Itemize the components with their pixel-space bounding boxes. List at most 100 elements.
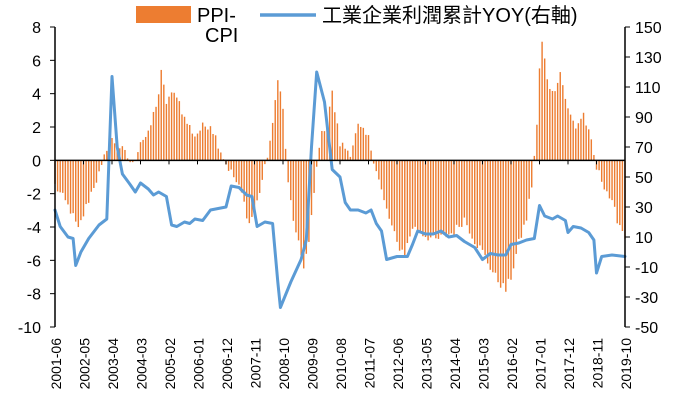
bar — [147, 130, 149, 161]
legend: PPI- CPI 工業企業利潤累計YOY(右軸) — [136, 4, 578, 47]
bar — [191, 133, 194, 161]
bar — [204, 126, 206, 161]
bar — [458, 160, 460, 227]
bar — [321, 130, 323, 161]
bar — [67, 160, 69, 205]
bar — [468, 160, 471, 234]
bar — [277, 80, 279, 161]
bar — [201, 122, 204, 161]
bar — [616, 160, 618, 224]
x-tick-label: 2007-11 — [248, 338, 264, 389]
left-tick-label: -10 — [18, 320, 41, 337]
bar — [533, 155, 536, 161]
bar — [567, 108, 569, 161]
x-tick-label: 2001-06 — [48, 338, 64, 390]
bar — [59, 160, 61, 193]
bar — [194, 136, 196, 161]
bar — [240, 160, 243, 193]
x-tick-label: 2002-05 — [77, 338, 93, 390]
bar — [103, 154, 105, 161]
bar — [575, 128, 577, 161]
bar — [445, 160, 447, 238]
right-tick-label: -10 — [635, 260, 658, 277]
bar — [233, 160, 235, 178]
bar — [56, 160, 59, 192]
x-tick-label: 2006-12 — [219, 338, 235, 390]
bar — [279, 91, 282, 161]
bar — [450, 160, 453, 234]
bar — [181, 114, 183, 161]
bar — [282, 108, 284, 161]
x-tick-label: 2008-10 — [276, 338, 292, 390]
x-tick-label: 2003-04 — [105, 338, 121, 390]
bar — [75, 160, 77, 222]
bar — [248, 160, 251, 224]
bar — [510, 160, 512, 280]
bar — [463, 160, 466, 218]
x-tick-label: 2009-09 — [305, 338, 321, 390]
bar — [404, 160, 406, 257]
bar — [499, 160, 502, 288]
bar — [393, 160, 396, 232]
bar — [168, 96, 170, 161]
bar — [414, 160, 416, 227]
bar — [375, 160, 377, 172]
bar — [227, 160, 230, 171]
x-tick-label: 2011-07 — [362, 338, 378, 389]
left-tick-label: -6 — [27, 253, 41, 270]
bar — [512, 160, 515, 269]
bar — [385, 160, 388, 209]
bar — [124, 149, 126, 161]
bar — [427, 160, 429, 241]
right-tick-label: 10 — [635, 230, 653, 247]
bar — [142, 139, 144, 161]
bar — [246, 160, 248, 219]
x-tick-label: 2016-02 — [504, 338, 520, 390]
bar — [258, 160, 261, 193]
bar — [588, 129, 590, 161]
bar — [367, 135, 370, 161]
bar — [165, 103, 168, 161]
bar — [479, 160, 481, 246]
bar — [417, 160, 419, 232]
bar — [220, 152, 222, 161]
bar — [251, 160, 253, 217]
bar — [497, 160, 499, 283]
right-tick-label: 70 — [635, 140, 653, 157]
bar — [564, 98, 567, 161]
bar — [82, 160, 85, 217]
bar — [300, 160, 302, 256]
bar — [331, 90, 333, 161]
left-tick-label: 8 — [32, 20, 41, 37]
bar — [595, 160, 598, 170]
bar — [326, 121, 328, 161]
legend-bar-label-line1: PPI- — [197, 5, 236, 27]
bar — [554, 91, 556, 161]
bar — [243, 160, 245, 202]
bar — [93, 160, 95, 188]
bar — [603, 160, 605, 190]
bar — [160, 69, 162, 161]
bar — [189, 125, 191, 161]
right-tick-label: -30 — [635, 290, 658, 307]
bar — [608, 160, 611, 199]
bar — [207, 129, 209, 161]
right-tick-label: 50 — [635, 170, 653, 187]
bar — [297, 160, 300, 241]
legend-line-label: 工業企業利潤累計YOY(右軸) — [322, 4, 578, 27]
bar — [440, 160, 442, 235]
bar — [339, 146, 341, 161]
bar — [606, 160, 608, 192]
bar — [507, 160, 510, 279]
bar — [295, 160, 297, 233]
right-tick-label: 30 — [635, 200, 653, 217]
bar — [401, 160, 403, 250]
bar — [344, 148, 346, 161]
bar — [271, 122, 274, 161]
bar — [90, 160, 92, 192]
bar — [523, 160, 525, 225]
bar — [580, 118, 582, 161]
bar — [170, 92, 173, 161]
bar — [72, 160, 74, 214]
bar — [453, 160, 455, 236]
